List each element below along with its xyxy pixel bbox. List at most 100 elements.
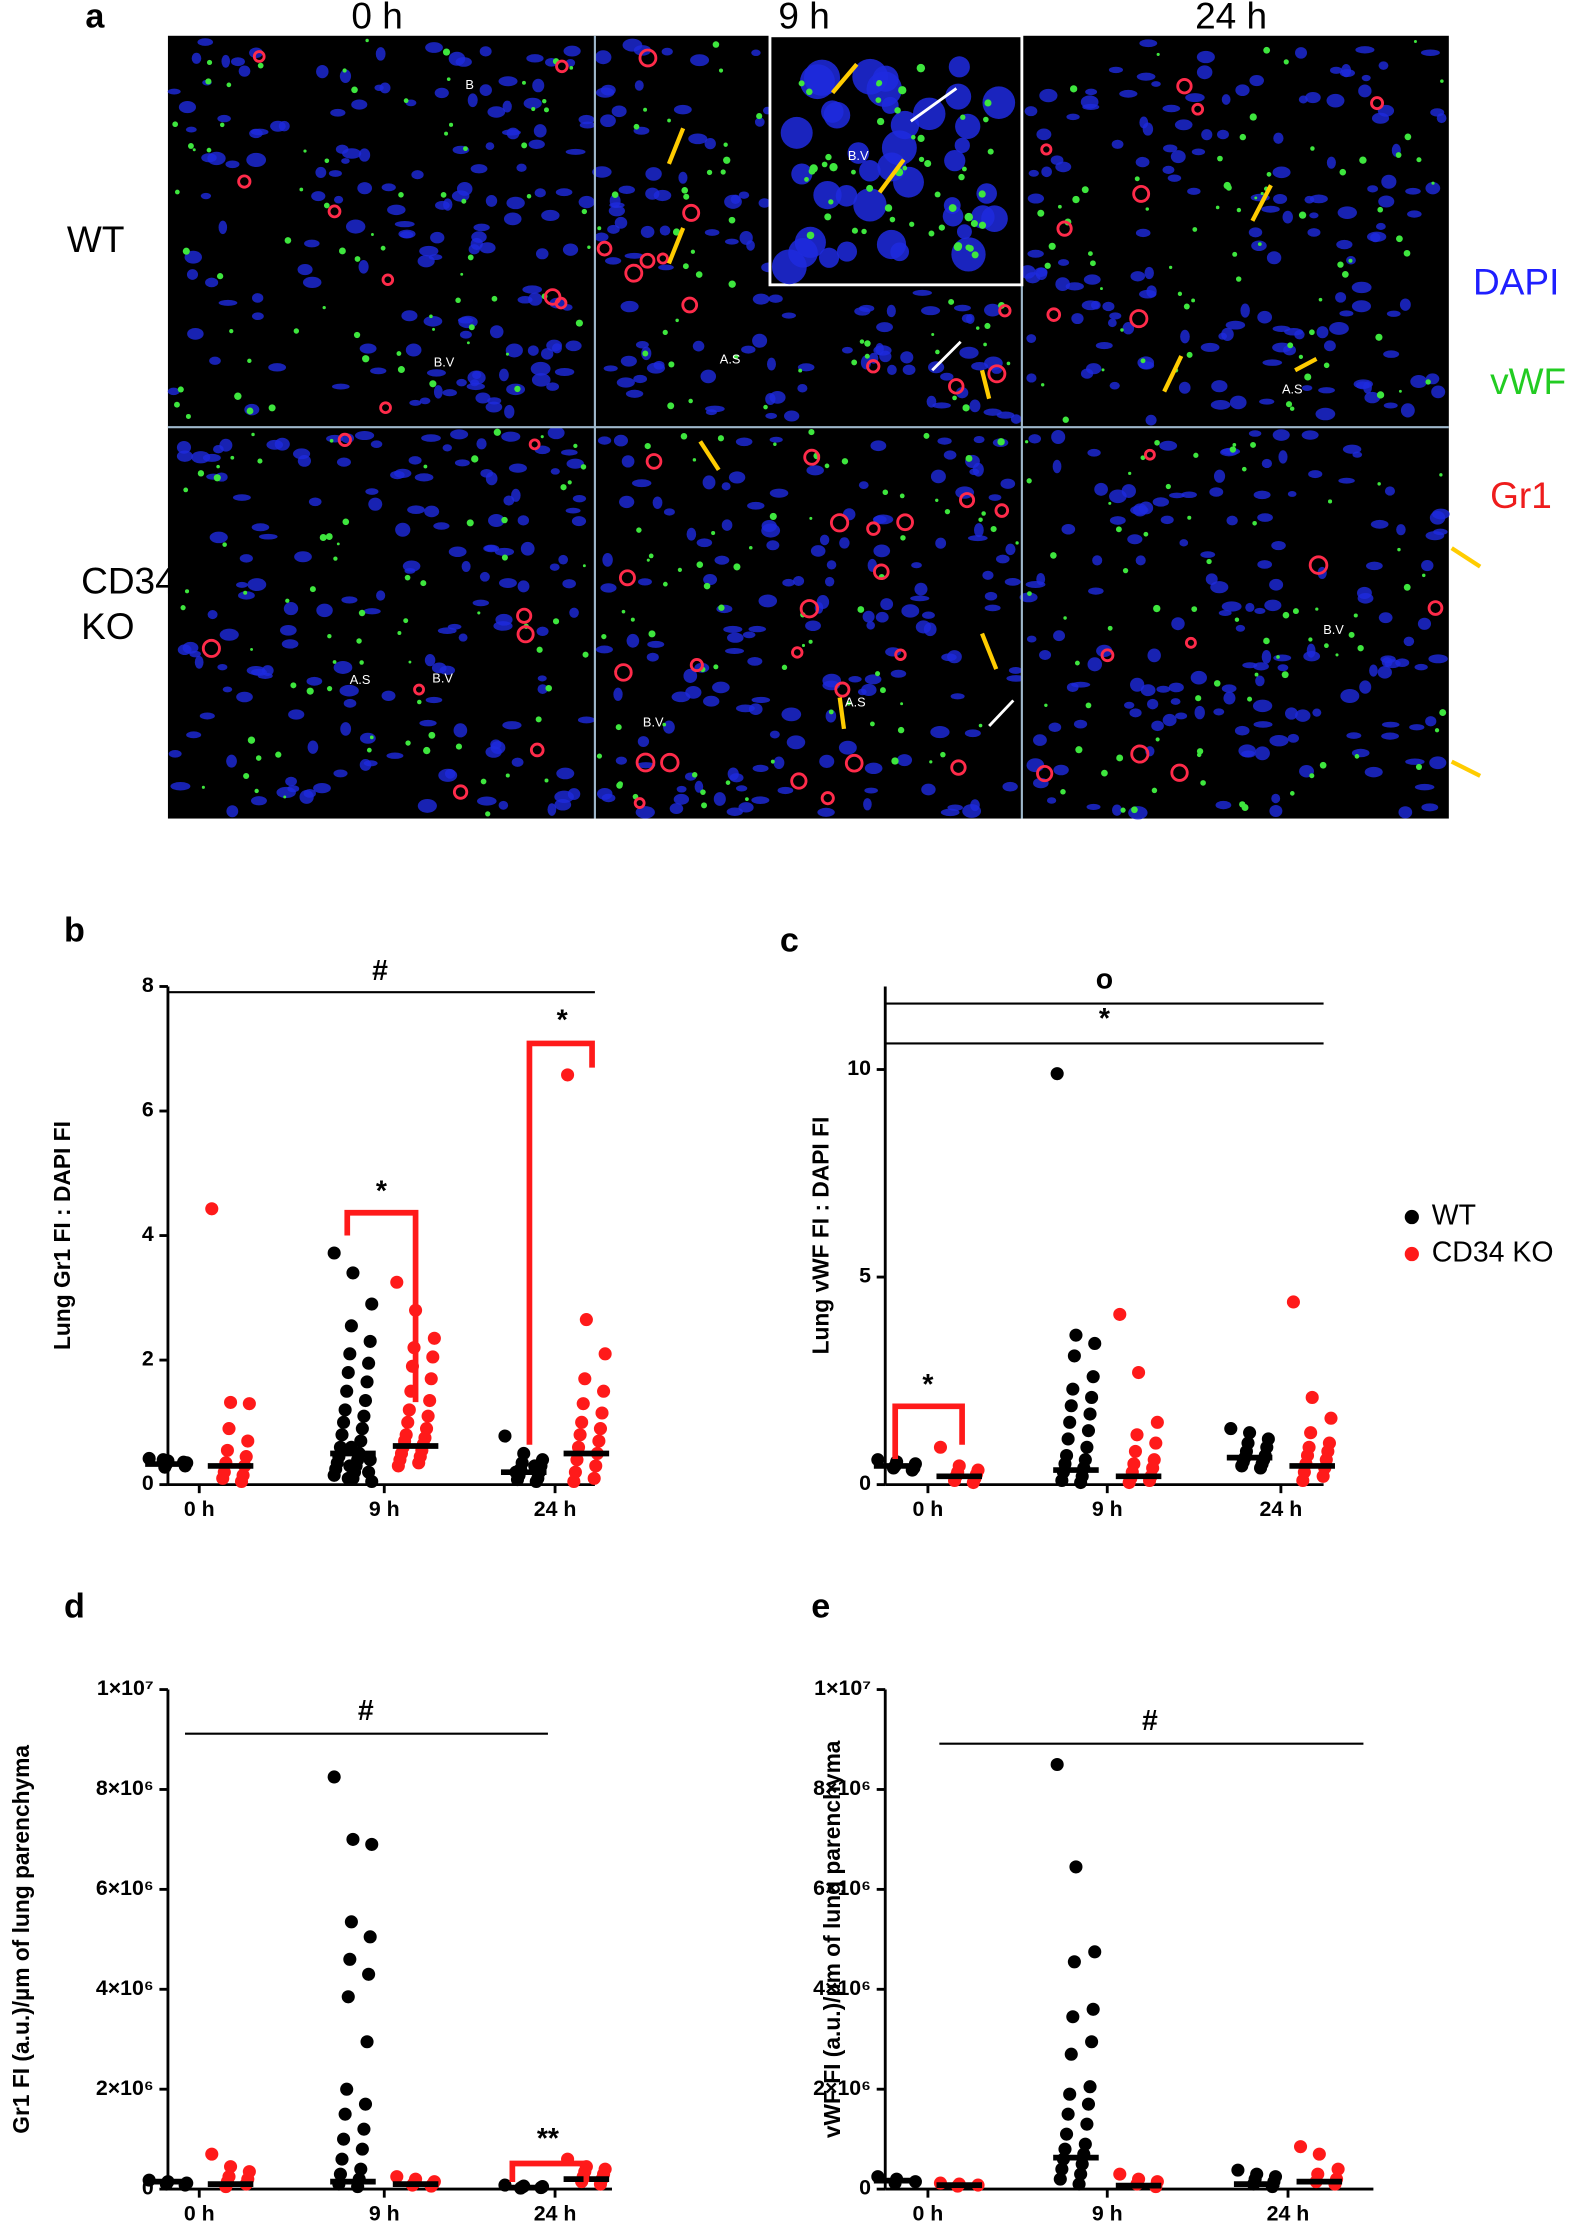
arrow [666,127,686,165]
nucleus [1159,440,1178,451]
vwf-stain [1398,389,1402,393]
vwf-stain [250,647,254,651]
nucleus [1122,322,1135,335]
nucleus [1144,266,1154,280]
gr1-cell [1308,555,1329,575]
vwf-stain [916,63,926,73]
vwf-stain [397,366,405,374]
data-point [344,1915,358,1929]
gr1-cell [528,438,541,451]
nucleus [647,640,665,648]
nucleus [535,248,549,260]
nucleus [901,604,920,618]
vwf-stain [246,407,254,415]
nucleus [1261,650,1272,664]
nucleus [1352,451,1363,458]
vwf-stain [978,190,986,198]
vwf-stain [918,156,925,163]
nucleus [1282,210,1293,224]
nucleus [516,163,527,172]
nucleus [613,687,623,701]
vwf-stain [1072,195,1080,204]
vwf-stain [680,432,688,440]
vwf-stain [174,189,180,195]
nucleus [1273,132,1284,144]
vwf-stain [1027,591,1032,596]
nucleus [554,798,572,811]
nucleus [1151,81,1161,87]
vwf-stain [804,177,809,182]
vwf-stain [1324,643,1329,649]
nucleus [601,793,616,803]
nucleus [835,184,858,207]
vwf-stain [1085,702,1092,709]
nucleus [1240,303,1250,318]
significance-line [509,2160,590,2182]
vwf-stain [1074,660,1080,666]
channel-label: vWF [1490,361,1566,402]
data-point [575,1415,589,1429]
nucleus [810,545,826,557]
nucleus [398,229,416,239]
nucleus [995,554,1010,564]
data-point [1050,1067,1064,1081]
vwf-stain [875,671,881,677]
vwf-stain [1217,155,1223,162]
vwf-stain [455,297,461,304]
vwf-stain [1196,748,1204,755]
vwf-stain [748,545,753,550]
vwf-stain [616,782,623,789]
data-point [1130,1428,1144,1442]
vwf-stain [900,702,904,706]
nucleus [1346,732,1362,739]
nucleus [442,389,457,397]
nucleus [177,644,192,656]
nucleus [379,82,391,94]
nucleus [565,507,581,514]
gr1-cell [201,638,221,658]
nucleus [541,209,560,222]
data-point [343,1459,357,1473]
nucleus [663,508,675,516]
vwf-stain [440,192,447,198]
vwf-stain [675,318,679,323]
y-tick-label: 0 [859,2176,871,2200]
vwf-stain [501,516,508,524]
nucleus [453,723,468,738]
data-point [335,1428,349,1442]
vwf-stain [521,142,528,149]
arrow [1450,759,1482,778]
vwf-stain [444,131,449,136]
data-point [567,1474,581,1489]
nucleus [1261,458,1273,469]
nucleus [328,170,342,177]
nucleus [1215,800,1232,810]
nucleus [637,736,650,747]
vwf-stain [560,484,567,491]
data-point [595,1406,609,1420]
nucleus [498,578,517,588]
nucleus [910,595,930,602]
nucleus [461,561,471,572]
nucleus [1109,381,1120,390]
nucleus [508,463,527,473]
nucleus [937,437,952,445]
vwf-stain [491,295,498,302]
vwf-stain [285,598,290,603]
nucleus [419,397,431,405]
nucleus [1341,63,1352,78]
nucleus [266,439,284,450]
data-point [1316,1469,1330,1483]
nucleus [735,785,748,792]
vwf-stain [917,134,925,143]
nucleus [1338,477,1355,484]
vwf-stain [984,322,991,330]
nucleus [805,620,821,632]
vwf-stain [1177,291,1183,296]
nucleus [752,764,769,773]
nucleus [944,150,966,172]
nucleus [209,531,228,544]
gr1-cell [894,648,907,661]
nucleus [686,527,697,541]
nucleus [251,312,264,321]
